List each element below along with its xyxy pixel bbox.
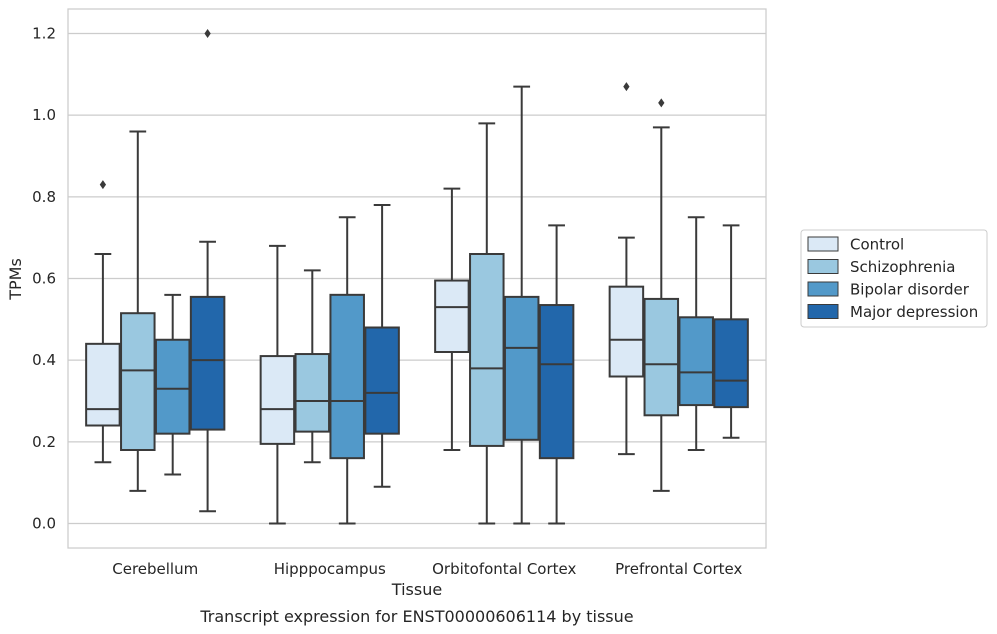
x-tick-label: Prefrontal Cortex [615, 560, 742, 578]
box-group [294, 269, 331, 464]
x-axis-label: Tissue [391, 580, 442, 599]
box-group [259, 244, 296, 525]
box [259, 355, 296, 445]
x-tick-label: Hipppocampus [274, 560, 386, 578]
legend-label: Bipolar disorder [850, 281, 970, 299]
outlier-point [99, 180, 107, 190]
y-tick-label: 0.8 [32, 188, 56, 206]
y-tick-label: 1.2 [32, 25, 56, 43]
box [434, 279, 470, 353]
box-group [364, 204, 400, 488]
box-group [154, 293, 191, 476]
box [154, 338, 191, 435]
y-tick-label: 1.0 [32, 106, 56, 124]
box-group [678, 216, 714, 451]
box [643, 297, 680, 417]
chart-caption: Transcript expression for ENST0000060611… [199, 607, 633, 626]
y-tick-label: 0.4 [32, 351, 56, 369]
legend: Control Schizophrenia Bipolar disorder Majo… [800, 229, 988, 328]
legend-items: Control Schizophrenia Bipolar disorder Majo… [807, 236, 978, 321]
box-group [329, 216, 365, 525]
box-group [120, 130, 156, 492]
x-tick-label: Orbitofontal Cortex [432, 560, 576, 578]
box [294, 353, 331, 433]
box-groups [85, 29, 749, 525]
box [120, 312, 156, 452]
outlier-point [623, 82, 630, 92]
legend-label: Schizophrenia [850, 258, 955, 276]
box-group [434, 187, 470, 451]
box [329, 293, 365, 460]
box [713, 318, 749, 409]
box [364, 326, 400, 435]
outlier-point [658, 98, 665, 108]
box-group [85, 180, 121, 464]
box-group [608, 82, 645, 456]
legend-label: Major depression [850, 303, 978, 321]
box [469, 253, 505, 447]
plot-frame [67, 8, 767, 549]
box-group [469, 122, 505, 525]
box [608, 285, 645, 378]
legend-swatch [807, 259, 839, 274]
box [85, 342, 121, 427]
box-group [189, 29, 226, 513]
box-group [643, 98, 680, 492]
legend-swatch [807, 236, 839, 252]
outlier-point [204, 29, 211, 38]
legend-label: Control [850, 236, 904, 254]
y-tick-label: 0.6 [32, 270, 56, 288]
y-tick-label: 0.2 [32, 433, 56, 451]
box [503, 295, 540, 441]
box-group [713, 224, 749, 439]
y-tick-label: 0.0 [32, 515, 56, 533]
x-tick-labels: Cerebellum Hipppocampus Orbitofontal Corte… [112, 560, 742, 578]
box [678, 316, 714, 407]
y-tick-labels: 0.0 0.2 0.4 0.6 0.8 1.0 1.2 [32, 25, 56, 533]
legend-swatch [807, 281, 839, 297]
x-tick-label: Cerebellum [112, 560, 198, 578]
legend-frame [800, 229, 988, 328]
legend-swatch [807, 304, 839, 319]
box [189, 295, 226, 431]
box-group [538, 224, 575, 525]
box-group [503, 85, 540, 525]
box [538, 304, 575, 460]
y-axis-label: TPMs [6, 258, 25, 301]
